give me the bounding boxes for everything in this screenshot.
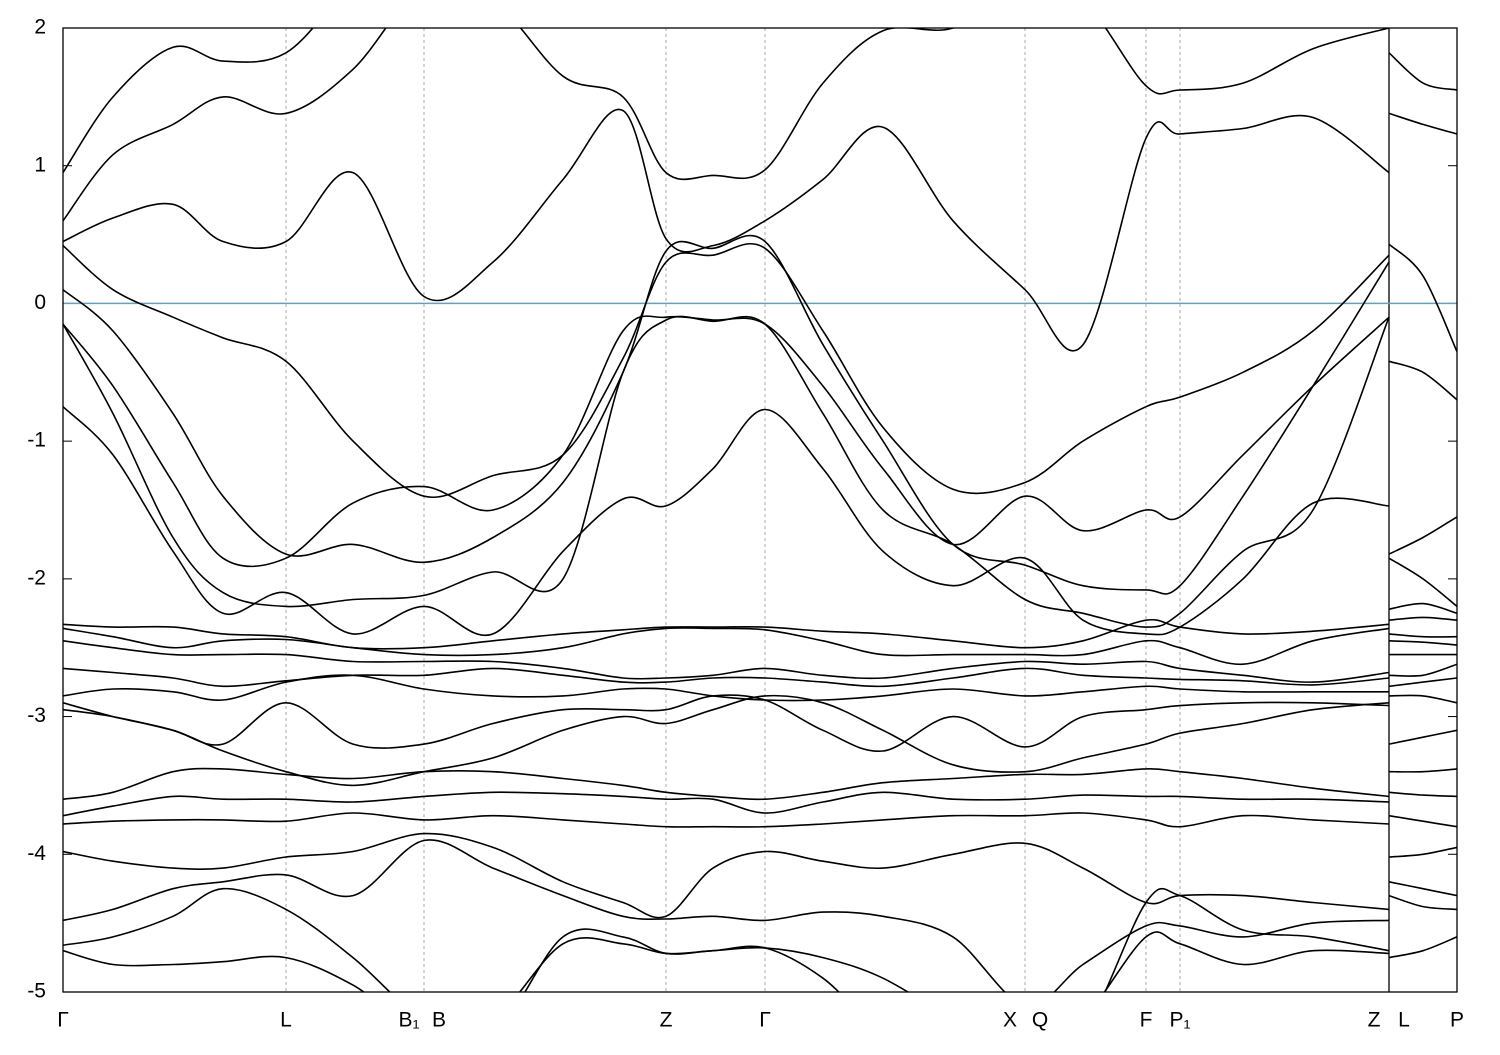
band-line — [63, 315, 1457, 608]
band-line — [63, 663, 1457, 688]
labels: 210-1-2-3-4-5Γ L B₁ B Z Γ X Q F P₁ Z L P — [27, 16, 1464, 1032]
bands — [63, 28, 1457, 992]
band-line — [63, 28, 1457, 222]
x-tick-label: L — [1398, 1009, 1410, 1032]
y-tick-label: -1 — [27, 429, 46, 452]
band-line — [63, 315, 1457, 628]
x-tick-label: X — [1003, 1009, 1017, 1032]
x-tick-label: B₁ — [398, 1009, 419, 1032]
x-tick-label: L — [280, 1009, 292, 1032]
x-tick-label: P₁ — [1169, 1009, 1190, 1032]
x-tick-label: Z — [660, 1009, 673, 1032]
x-tick-label: B — [432, 1009, 446, 1032]
band-line — [63, 791, 1457, 817]
y-tick-label: -5 — [27, 980, 46, 1003]
y-tick-label: -4 — [27, 842, 46, 865]
band-line — [63, 28, 1457, 174]
band-line — [63, 694, 1457, 752]
band-line — [63, 234, 1457, 595]
y-tick-label: -2 — [27, 566, 46, 589]
band-line — [63, 812, 1457, 828]
x-tick-label: Q — [1032, 1009, 1048, 1032]
x-tick-label: P — [1450, 1009, 1464, 1032]
y-tick-label: 0 — [34, 291, 46, 314]
y-tick-label: 1 — [34, 153, 46, 176]
y-tick-label: -3 — [27, 704, 46, 727]
x-tick-label: Γ — [759, 1009, 771, 1032]
grid — [63, 27, 1457, 993]
band-line — [63, 406, 1457, 637]
band-line — [63, 832, 1457, 919]
band-line — [63, 627, 1457, 666]
x-tick-label: F — [1140, 1009, 1153, 1032]
x-tick-label: Z — [1368, 1009, 1381, 1032]
band-line — [63, 839, 1457, 992]
plot-frame — [62, 27, 1458, 993]
band-line — [63, 108, 1457, 352]
x-tick-label: Γ — [57, 1009, 69, 1032]
band-line — [63, 640, 1457, 683]
band-line — [63, 242, 1457, 499]
band-line — [63, 618, 1457, 650]
band-line — [63, 931, 1457, 992]
band-line — [63, 694, 1457, 787]
y-tick-label: 2 — [34, 16, 46, 39]
band-line — [63, 767, 1457, 801]
